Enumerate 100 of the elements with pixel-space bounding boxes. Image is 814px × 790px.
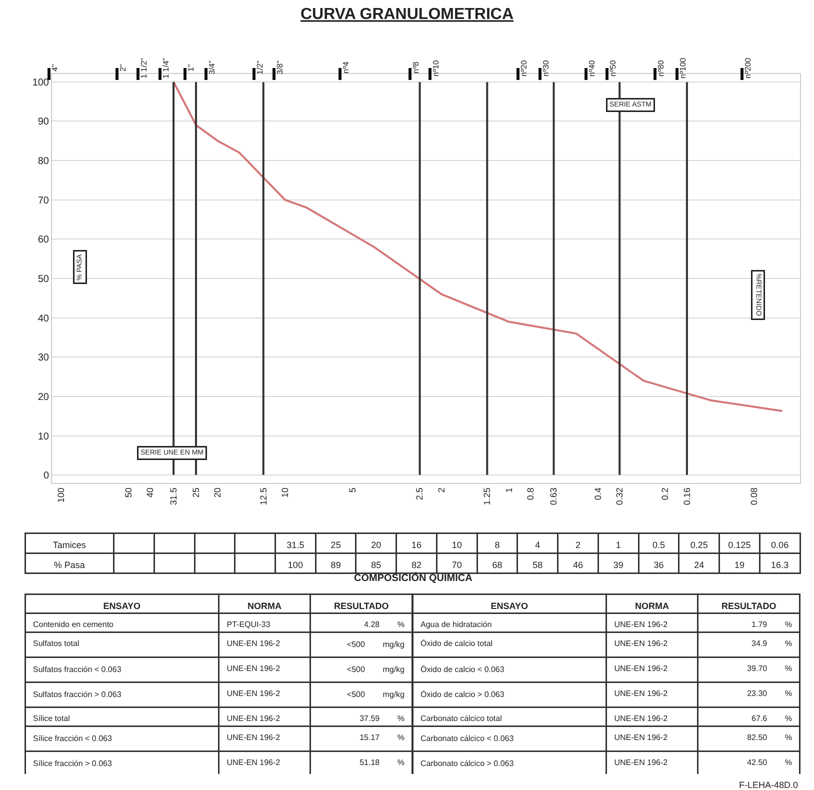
text: 0.06	[771, 540, 789, 550]
x-tick-label: 20	[212, 488, 223, 498]
text: UNE-EN 196-2	[226, 758, 281, 767]
text: UNE-EN 196-2	[614, 639, 668, 648]
text: 39	[613, 560, 624, 570]
category-label: RESULTADO	[334, 600, 389, 611]
annotation: 1 1/4"	[162, 58, 170, 78]
text: 0.125	[728, 540, 751, 550]
category-label: NORMA	[634, 600, 670, 611]
category-label: RESULTADO	[722, 600, 776, 611]
text: Óxido de calcio < 0.063	[420, 665, 505, 674]
x-tick-label: 5	[347, 488, 358, 493]
category-label: ENSAYO	[490, 600, 528, 611]
text: UNE-EN 196-2	[614, 758, 668, 767]
text: <500 mg/kg	[346, 640, 404, 649]
text: UNE-EN 196-2	[614, 664, 668, 673]
text: 68	[492, 560, 502, 570]
x-tick-label: 1	[504, 488, 514, 493]
x-tick-label: 25	[190, 488, 201, 498]
y-tick-label: 40	[38, 313, 50, 324]
text: 37.59 %	[360, 714, 404, 723]
text: <500 mg/kg	[346, 690, 404, 699]
text: UNE-EN 196-2	[226, 689, 281, 698]
annotation: nº30	[542, 60, 550, 76]
annotation: nº200	[744, 57, 752, 78]
annotation: nº80	[656, 60, 666, 76]
text: 4"	[50, 64, 60, 72]
text: UNE-EN 196-2	[614, 714, 668, 723]
y-tick-label: 80	[38, 156, 50, 168]
text: 58	[532, 560, 543, 570]
annotation: nº10	[432, 60, 440, 76]
text: 24	[694, 560, 704, 570]
text: nº8	[412, 61, 420, 74]
y-tick-label: 100	[32, 77, 50, 88]
text: Carbonato cálcico < 0.063	[420, 734, 514, 743]
text: 89	[330, 560, 341, 570]
text: 20	[371, 540, 382, 550]
text: nº4	[342, 61, 350, 74]
text: 10	[452, 540, 462, 550]
y-tick-label: 90	[38, 116, 50, 128]
category-label: % Pasa	[54, 560, 85, 570]
annotation: 3/8"	[276, 60, 284, 74]
text: 42.50 %	[747, 758, 792, 767]
category-label: ENSAYO	[103, 600, 140, 611]
text: 0.5	[652, 540, 665, 550]
annotation: 1 1/2"	[140, 58, 148, 78]
text: 85	[371, 560, 382, 570]
annotation: nº50	[608, 60, 618, 76]
text: Sílice fracción < 0.063	[33, 734, 112, 743]
text: Contenido en cemento	[33, 620, 114, 629]
text: Sulfatos fracción > 0.063	[33, 690, 122, 699]
x-tick-label: 0.63	[548, 488, 559, 506]
text: Sílice total	[33, 714, 70, 723]
text: 1"	[186, 64, 196, 72]
text: 15.17 %	[360, 733, 404, 742]
text: 25	[330, 540, 341, 550]
y-tick-label: 70	[38, 195, 50, 206]
x-tick-label: 100	[56, 488, 66, 503]
y-tick-label: 20	[38, 392, 50, 403]
text: Sulfatos total	[33, 639, 80, 648]
text: F-LEHA-48D.0	[739, 780, 798, 790]
x-tick-label: 31.5	[168, 488, 178, 506]
y-tick-label: 60	[38, 234, 50, 246]
text: PT-EQUI-33	[226, 620, 271, 629]
annotation: 3/4"	[208, 60, 216, 74]
category-label: Tamices	[52, 540, 86, 550]
annotation: nº40	[588, 60, 596, 76]
text: Sílice fracción > 0.063	[33, 759, 112, 768]
text: UNE-EN 196-2	[614, 620, 668, 629]
text: Óxido de calcio total	[420, 639, 493, 648]
y-tick-label: 30	[38, 352, 50, 364]
text: 8	[494, 540, 500, 550]
text: Sulfatos fracción < 0.063	[33, 665, 122, 674]
text: Carbonato cálcico > 0.063	[420, 759, 514, 768]
text: 16	[412, 540, 422, 550]
x-tick-label: 2	[436, 488, 446, 493]
annotation: nº20	[520, 60, 528, 76]
text: 1	[616, 540, 621, 550]
x-tick-label: 50	[124, 488, 134, 498]
text: 70	[452, 560, 462, 570]
x-tick-label: 40	[145, 488, 156, 498]
text: 100	[288, 560, 303, 570]
text: 67.6 %	[752, 714, 792, 723]
text: 1.79 %	[752, 620, 792, 629]
text: 2"	[118, 64, 128, 72]
text: 36	[654, 560, 664, 570]
text: UNE-EN 196-2	[226, 664, 281, 673]
x-tick-label: 0.2	[660, 488, 670, 500]
x-tick-label: 2.5	[414, 488, 425, 500]
x-tick-label: 0.32	[614, 488, 625, 506]
text: <500 mg/kg	[346, 665, 404, 674]
text: 39.70 %	[747, 664, 792, 673]
text: UNE-EN 196-2	[226, 639, 281, 648]
y-tick-label: 10	[38, 431, 50, 442]
text: COMPOSICIÓN QUIMICA	[354, 572, 472, 584]
y-tick-label: 50	[38, 274, 50, 285]
text: 23.30 %	[747, 689, 792, 698]
x-tick-label: 12.5	[258, 488, 268, 506]
text: 82	[412, 560, 422, 570]
annotation: nº100	[678, 57, 688, 78]
